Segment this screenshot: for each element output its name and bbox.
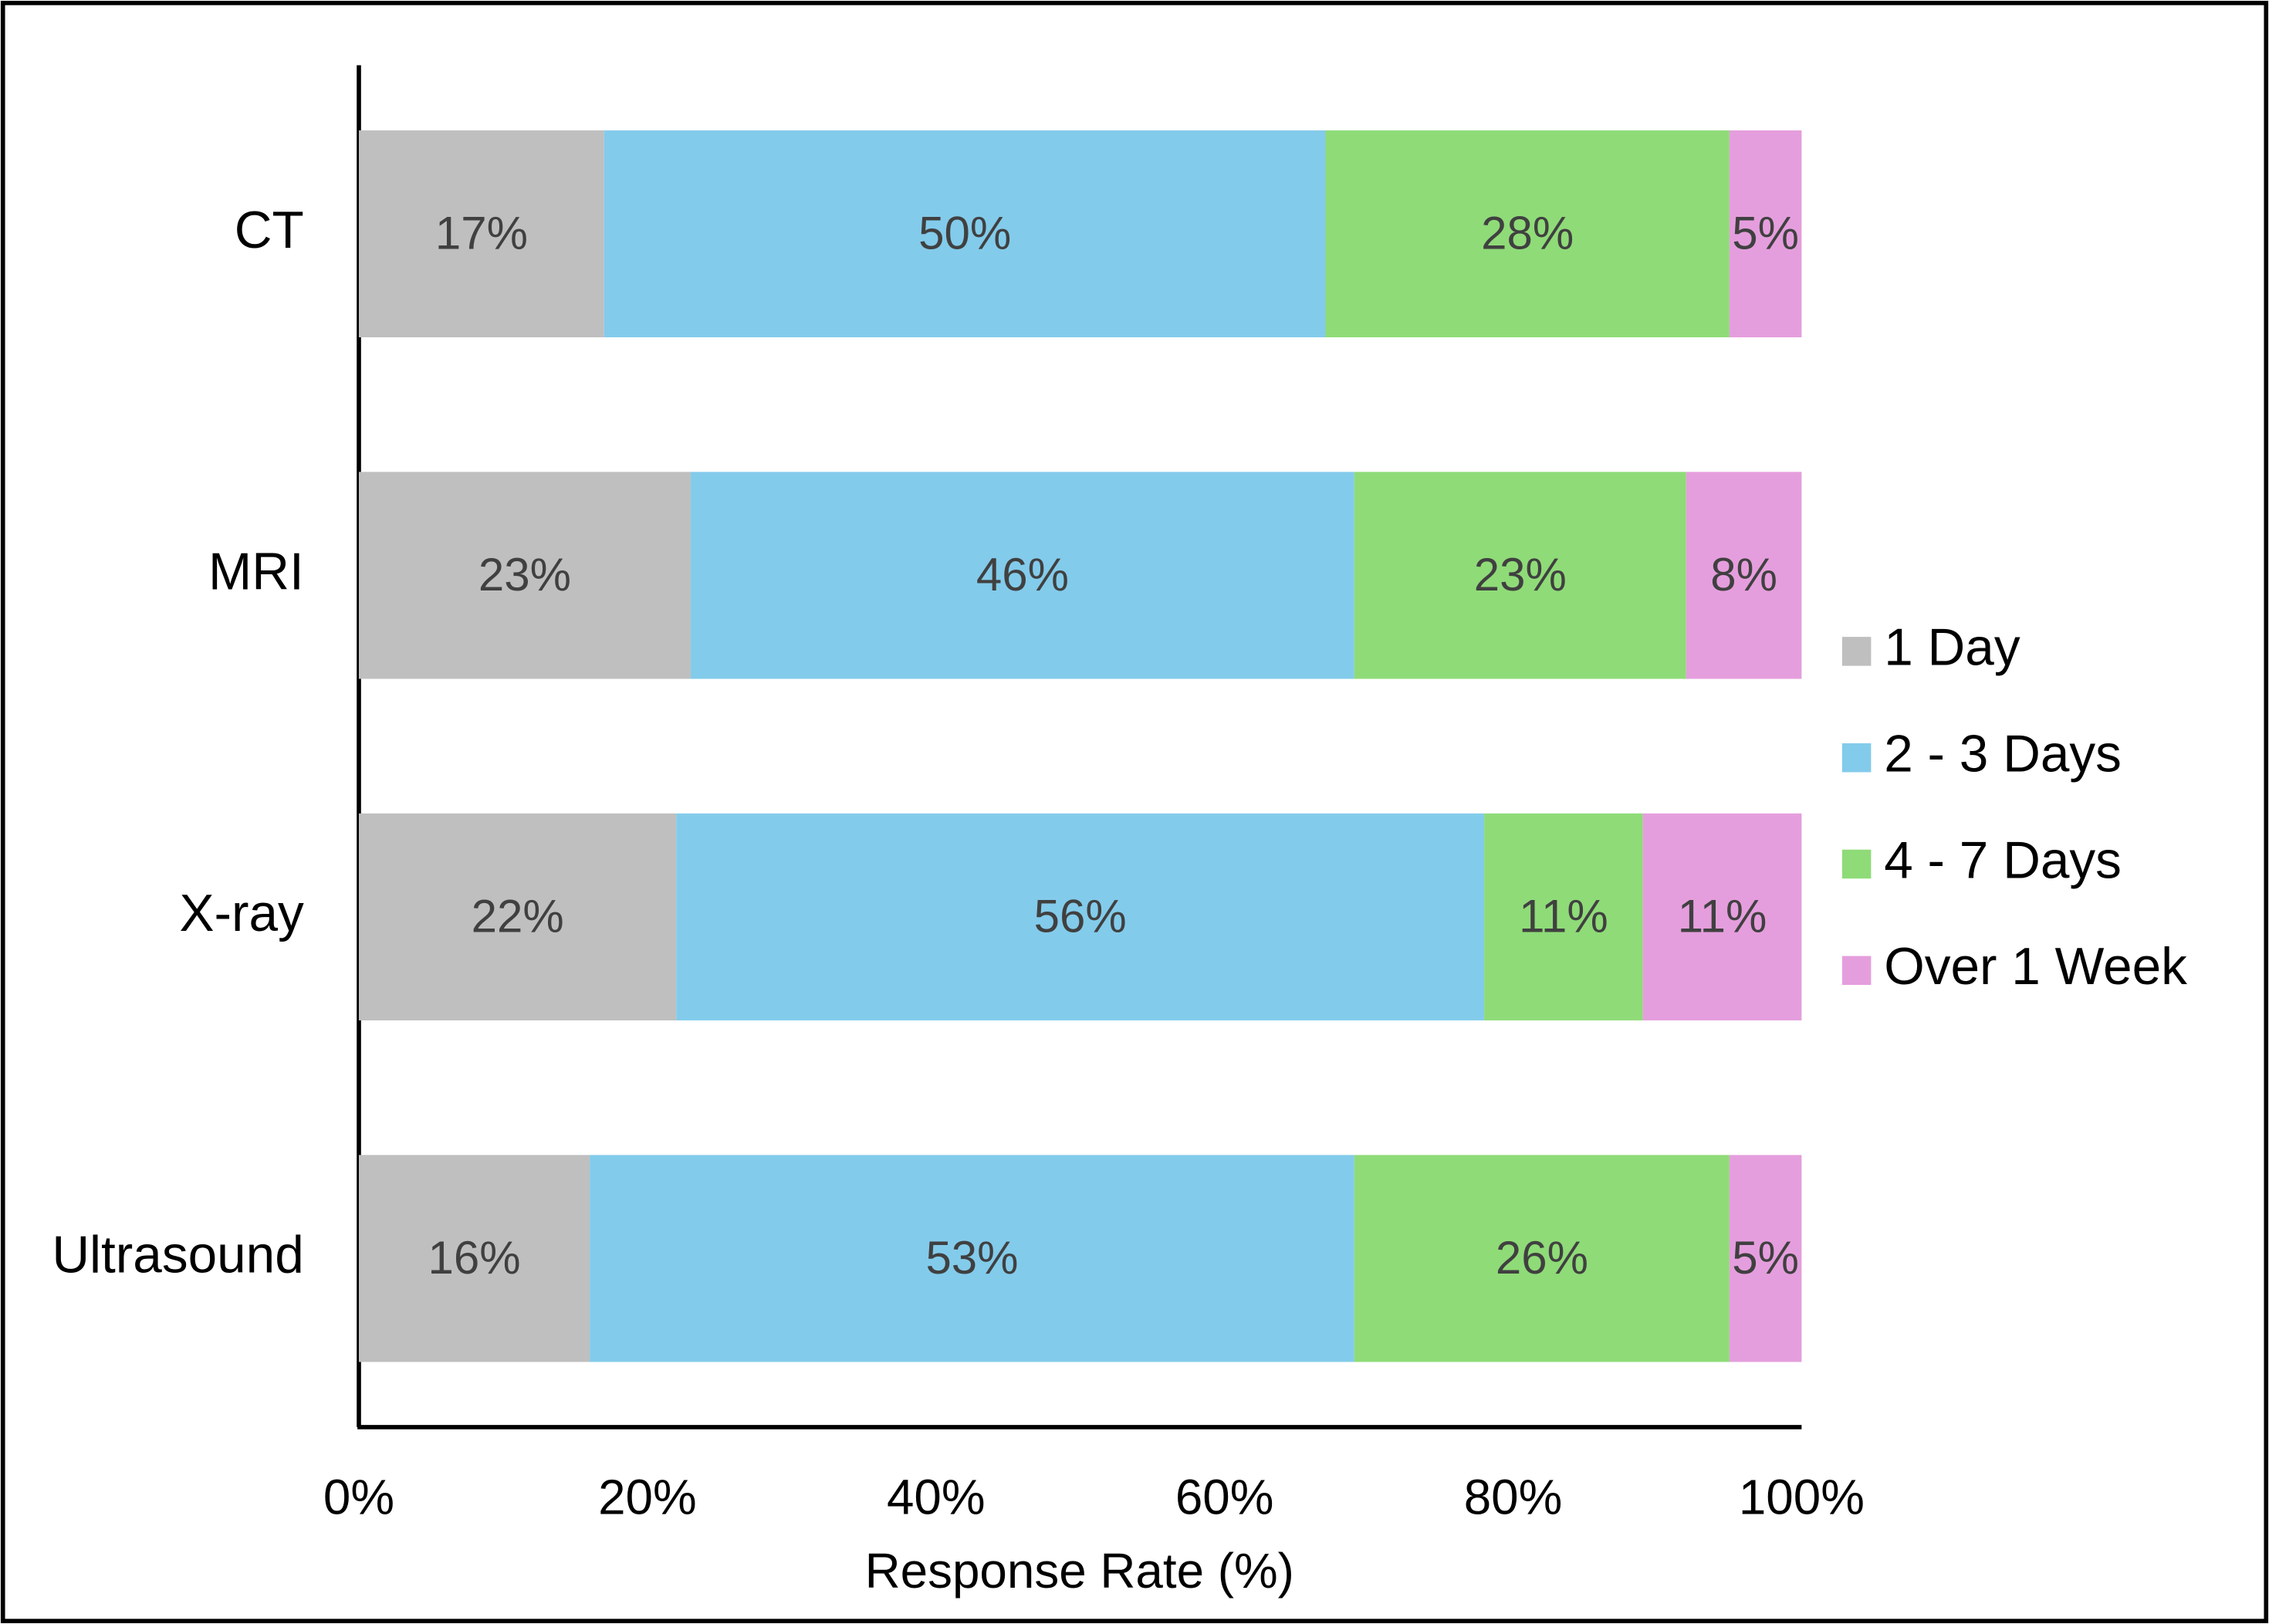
legend-label: 2 - 3 Days — [1884, 726, 2122, 783]
data-label: 16% — [428, 1232, 521, 1284]
bar-segment — [1354, 1155, 1730, 1362]
data-label: 5% — [1732, 208, 1799, 259]
data-label: 11% — [1519, 891, 1608, 942]
bar-segment — [604, 130, 1326, 337]
y-tick-label: X-ray — [179, 885, 304, 942]
data-label: 22% — [472, 891, 564, 942]
x-tick-label: 60% — [1175, 1469, 1274, 1524]
y-tick-label: MRI — [208, 543, 304, 601]
legend-swatch — [1841, 956, 1872, 986]
y-tick-label: CT — [235, 201, 304, 259]
legend-swatch — [1841, 637, 1872, 666]
bar-segment — [359, 130, 604, 337]
y-tick-label: Ultrasound — [52, 1226, 303, 1284]
legend-label: Over 1 Week — [1884, 938, 2187, 996]
data-label: 23% — [478, 549, 571, 601]
data-label: 56% — [1034, 891, 1127, 942]
bar-segment — [1729, 1155, 1802, 1362]
bar-segment — [676, 813, 1485, 1020]
data-label: 8% — [1710, 549, 1777, 601]
bar-segment — [690, 472, 1354, 679]
x-tick-label: 80% — [1464, 1469, 1563, 1524]
bar-segment — [359, 472, 691, 679]
data-label: 46% — [976, 549, 1069, 601]
bar-segment — [590, 1155, 1354, 1362]
bar-segment — [1686, 472, 1802, 679]
legend-swatch — [1841, 743, 1872, 773]
legend-label: 4 - 7 Days — [1884, 831, 2122, 889]
legend-swatch — [1841, 849, 1872, 879]
data-label: 53% — [925, 1232, 1018, 1284]
x-tick-label: 40% — [887, 1469, 986, 1524]
x-tick-label: 0% — [323, 1469, 394, 1524]
bar-segment — [1354, 472, 1686, 679]
x-axis-title: Response Rate (%) — [865, 1543, 1294, 1599]
bar-segment — [359, 1155, 590, 1362]
data-label: 50% — [918, 208, 1011, 259]
bar-segment — [1729, 130, 1802, 337]
bar-segment — [1642, 813, 1802, 1020]
data-label: 17% — [435, 208, 528, 259]
x-tick-label: 100% — [1739, 1469, 1865, 1524]
data-label: 11% — [1678, 891, 1767, 942]
data-label: 23% — [1474, 549, 1567, 601]
data-label: 28% — [1481, 208, 1574, 259]
x-tick-label: 20% — [598, 1469, 697, 1524]
legend-label: 1 Day — [1884, 619, 2020, 677]
bar-segment — [1325, 130, 1730, 337]
bar-segment — [1484, 813, 1643, 1020]
data-label: 26% — [1496, 1232, 1588, 1284]
bar-segment — [359, 813, 677, 1020]
data-label: 5% — [1732, 1232, 1799, 1284]
